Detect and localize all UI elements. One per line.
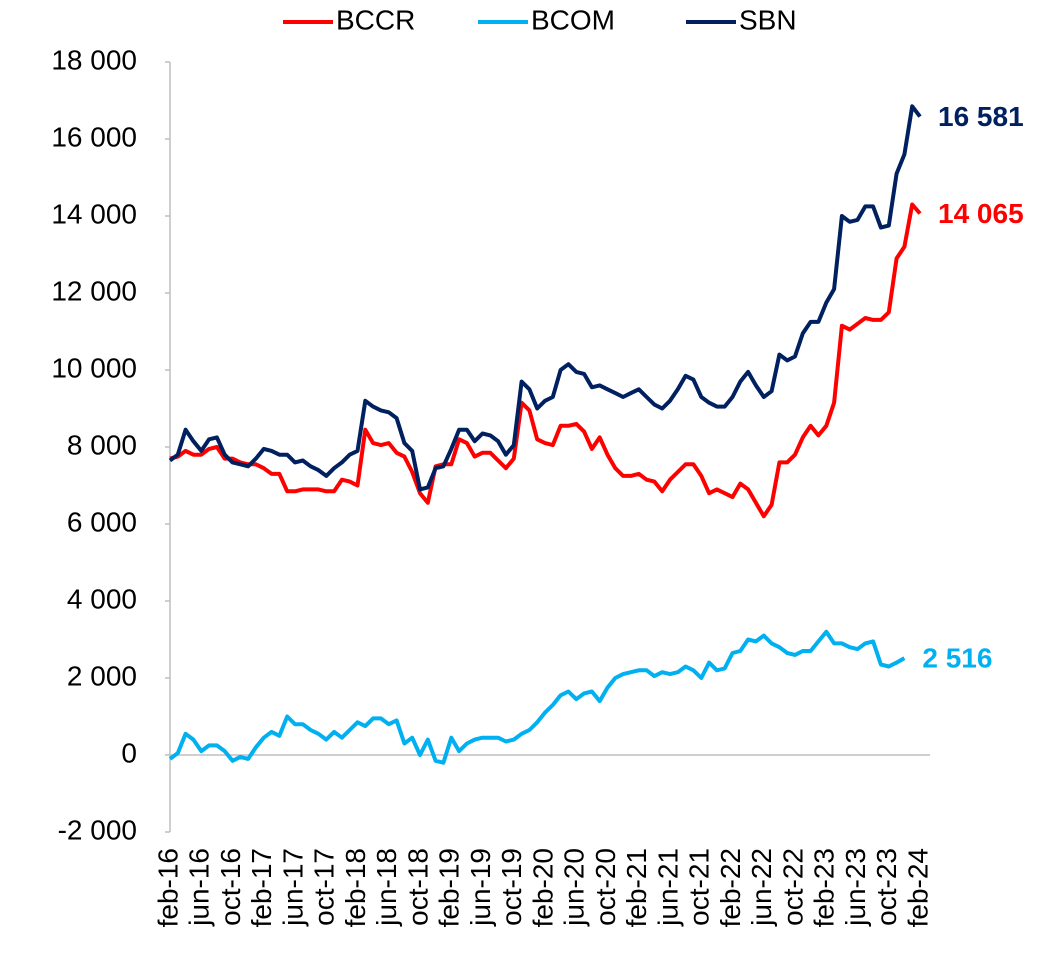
x-tick-label: oct-20 [590, 848, 621, 926]
x-tick-label: feb-23 [809, 848, 840, 927]
x-tick-label: feb-20 [527, 848, 558, 927]
legend-label: BCOM [531, 4, 615, 35]
y-tick-label: -2 000 [58, 814, 137, 845]
x-tick-label: feb-21 [621, 848, 652, 927]
y-tick-label: 0 [121, 737, 137, 768]
x-tick-label: jun-16 [184, 848, 215, 927]
legend-label: SBN [739, 4, 797, 35]
x-tick-label: jun-21 [652, 848, 683, 927]
x-tick-label: oct-19 [496, 848, 527, 926]
y-tick-label: 2 000 [67, 660, 137, 691]
x-tick-label: oct-22 [777, 848, 808, 926]
x-tick-label: feb-22 [715, 848, 746, 927]
y-tick-label: 10 000 [51, 352, 137, 383]
line [168, 104, 922, 492]
x-tick-label: feb-24 [902, 848, 933, 927]
y-tick-label: 6 000 [67, 506, 137, 537]
x-tick-label: oct-17 [309, 848, 340, 926]
y-tick-label: 4 000 [67, 583, 137, 614]
x-tick-label: jun-18 [371, 848, 402, 927]
end-label: 14 065 [938, 198, 1024, 229]
end-label: 16 581 [938, 101, 1024, 132]
x-tick-label: feb-18 [340, 848, 371, 927]
x-tick-label: feb-16 [152, 848, 183, 927]
line [169, 202, 922, 519]
line [168, 629, 906, 765]
x-tick-label: feb-19 [434, 848, 465, 927]
x-tick-label: jun-19 [465, 848, 496, 927]
x-tick-label: oct-21 [684, 848, 715, 926]
legend-label: BCCR [336, 4, 415, 35]
y-tick-label: 18 000 [51, 44, 137, 75]
end-label: 2 516 [922, 643, 992, 674]
y-tick-label: 16 000 [51, 121, 137, 152]
y-tick-label: 12 000 [51, 275, 137, 306]
x-tick-label: oct-18 [402, 848, 433, 926]
x-tick-label: feb-17 [246, 848, 277, 927]
x-tick-label: oct-16 [215, 848, 246, 926]
y-tick-label: 14 000 [51, 198, 137, 229]
x-tick-label: jun-20 [559, 848, 590, 927]
x-tick-label: jun-17 [277, 848, 308, 927]
y-tick-label: 8 000 [67, 429, 137, 460]
x-tick-label: jun-23 [840, 848, 871, 927]
x-tick-label: oct-23 [871, 848, 902, 926]
x-tick-label: jun-22 [746, 848, 777, 927]
